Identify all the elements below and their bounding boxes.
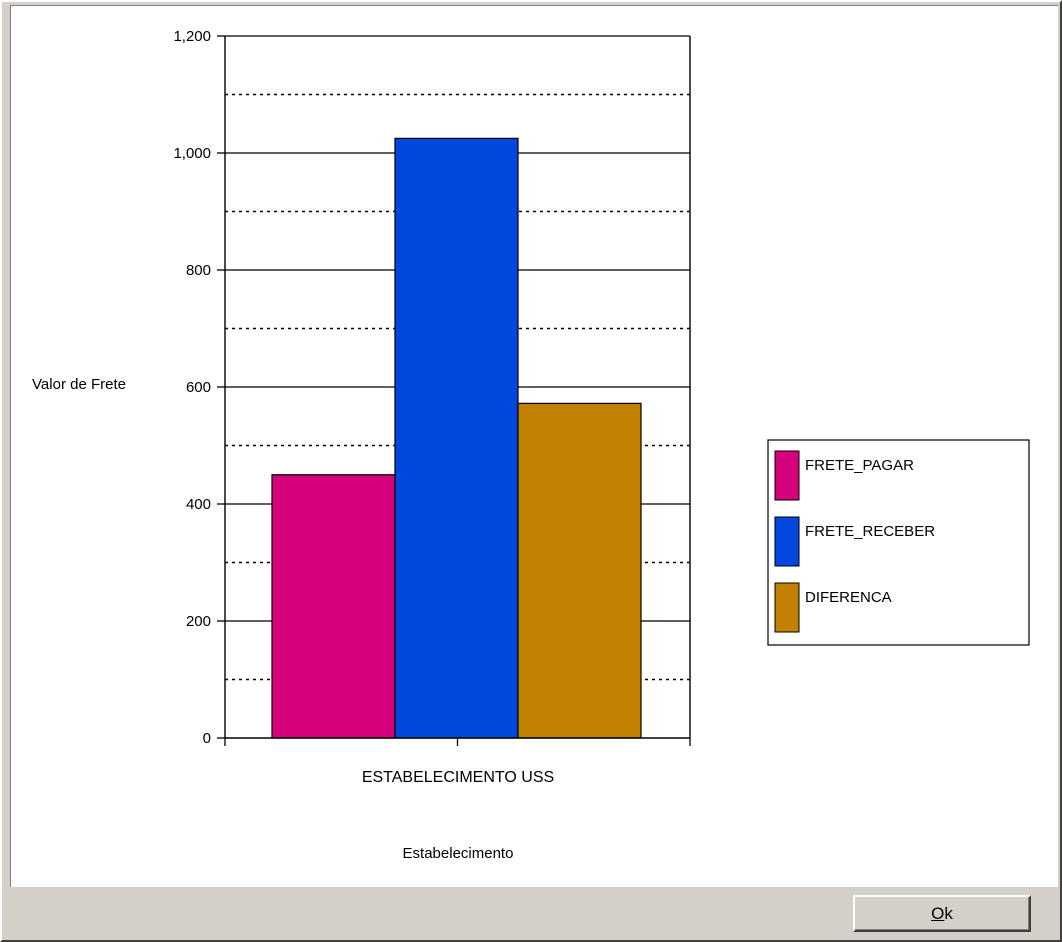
x-tick-label: ESTABELECIMENTO USS — [362, 769, 554, 786]
legend-box — [767, 439, 1030, 646]
chart-panel: 0 200 400 600 800 1,000 1,200 Valor de Frete E… — [10, 5, 1058, 887]
y-tick-label: 1,200 — [173, 28, 211, 45]
legend-label: FRETE_PAGAR — [805, 457, 914, 474]
bar-group — [271, 137, 642, 739]
y-tick-label: 0 — [203, 730, 211, 747]
legend-label: FRETE_RECEBER — [805, 523, 935, 540]
legend-swatch — [774, 450, 800, 501]
bar-frete-pagar — [271, 474, 396, 739]
y-tick-label: 400 — [186, 496, 211, 513]
axes: 0 200 400 600 800 1,000 1,200 — [173, 28, 691, 747]
x-axis-label: Estabelecimento — [403, 845, 514, 862]
legend-swatch — [774, 516, 800, 567]
y-tick-label: 1,000 — [173, 145, 211, 162]
legend-swatch — [774, 582, 800, 633]
ok-mnemonic: O — [931, 903, 945, 923]
y-tick-label: 600 — [186, 379, 211, 396]
legend-label: DIFERENCA — [805, 589, 892, 606]
y-axis-label: Valor de Frete — [32, 376, 126, 393]
bar-frete-receber — [394, 137, 519, 739]
bar-chart: 0 200 400 600 800 1,000 1,200 Valor de Frete E… — [32, 28, 1030, 862]
ok-label-rest: k — [944, 903, 953, 923]
bar-diferenca — [517, 402, 642, 739]
y-tick-label: 800 — [186, 262, 211, 279]
legend: FRETE_PAGAR FRETE_RECEBER DIFERENCA — [767, 439, 1030, 646]
y-tick-label: 200 — [186, 613, 211, 630]
